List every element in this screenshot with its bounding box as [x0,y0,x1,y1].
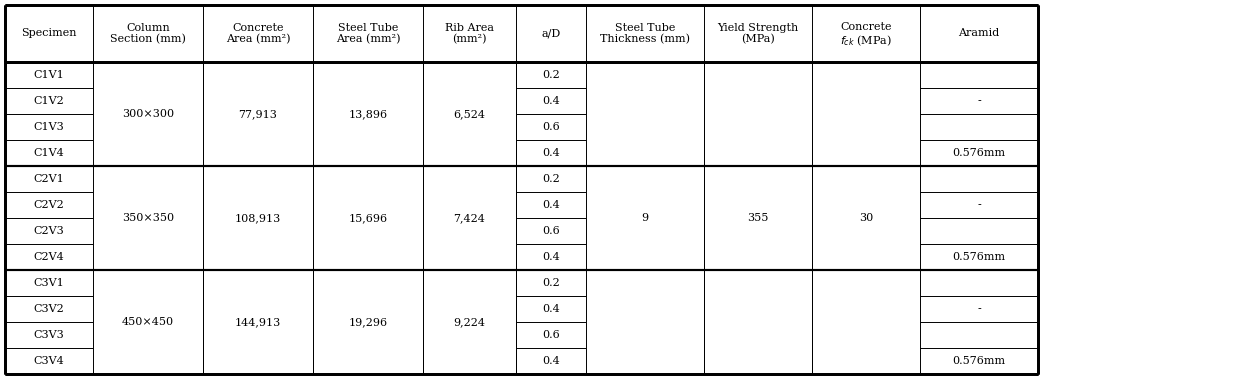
Text: 355: 355 [747,213,769,223]
Text: 6,524: 6,524 [454,109,485,119]
Text: 0.6: 0.6 [542,330,559,340]
Text: 0.2: 0.2 [542,278,559,288]
Text: $f_{ck}$ (MPa): $f_{ck}$ (MPa) [840,33,892,48]
Bar [586,62,704,374]
Text: -: - [976,96,980,106]
Bar [920,140,1038,166]
Text: C3V3: C3V3 [34,330,64,340]
Text: C2V1: C2V1 [34,174,64,184]
Text: 30: 30 [859,213,873,223]
Bar [203,62,312,166]
Text: 15,696: 15,696 [349,213,388,223]
Bar [423,270,517,374]
Text: a/D: a/D [542,29,561,38]
Bar [423,166,517,270]
Text: 0.4: 0.4 [542,148,559,158]
Bar [423,62,517,166]
Text: 0.576mm: 0.576mm [953,356,1005,366]
Text: 0.4: 0.4 [542,96,559,106]
Text: C1V3: C1V3 [34,122,64,132]
Text: C2V2: C2V2 [34,200,64,210]
Bar [920,192,1038,218]
Text: C3V2: C3V2 [34,304,64,314]
Text: 108,913: 108,913 [234,213,281,223]
Bar [312,166,423,270]
Text: C3V4: C3V4 [34,356,64,366]
Text: 0.4: 0.4 [542,356,559,366]
Text: 9,224: 9,224 [454,317,485,327]
Bar [811,62,920,374]
Bar [93,270,203,374]
Bar [203,270,312,374]
Text: 0.4: 0.4 [542,200,559,210]
Text: C1V1: C1V1 [34,70,64,80]
Text: 144,913: 144,913 [234,317,281,327]
Bar [920,348,1038,374]
Text: 19,296: 19,296 [349,317,388,327]
Text: C2V3: C2V3 [34,226,64,236]
Text: 0.576mm: 0.576mm [953,252,1005,262]
Text: 13,896: 13,896 [349,109,388,119]
Text: Aramid: Aramid [959,29,999,38]
Text: 9: 9 [641,213,649,223]
Text: 0.4: 0.4 [542,252,559,262]
Text: Steel Tube
Area (mm²): Steel Tube Area (mm²) [335,23,401,44]
Text: Concrete: Concrete [840,21,892,32]
Text: C1V4: C1V4 [34,148,64,158]
Text: Column
Section (mm): Column Section (mm) [110,23,186,44]
Text: C3V1: C3V1 [34,278,64,288]
Text: C1V2: C1V2 [34,96,64,106]
Bar [93,62,203,166]
Text: 77,913: 77,913 [238,109,277,119]
Text: -: - [976,200,980,210]
Text: 0.2: 0.2 [542,70,559,80]
Bar [203,166,312,270]
Text: 0.6: 0.6 [542,226,559,236]
Text: 350×350: 350×350 [122,213,174,223]
Text: Specimen: Specimen [21,29,77,38]
Text: 0.2: 0.2 [542,174,559,184]
Text: -: - [976,304,980,314]
Bar [920,244,1038,270]
Bar [920,88,1038,114]
Text: 300×300: 300×300 [122,109,174,119]
Text: 0.4: 0.4 [542,304,559,314]
Bar [920,296,1038,322]
Bar [312,270,423,374]
Text: 0.576mm: 0.576mm [953,148,1005,158]
Text: Steel Tube
Thickness (mm): Steel Tube Thickness (mm) [600,23,690,44]
Text: Concrete
Area (mm²): Concrete Area (mm²) [226,23,290,44]
Text: C2V4: C2V4 [34,252,64,262]
Text: Rib Area
(mm²): Rib Area (mm²) [445,23,494,44]
Bar [704,62,811,374]
Bar [93,166,203,270]
Bar [312,62,423,166]
Bar [920,62,1038,374]
Text: 0.6: 0.6 [542,122,559,132]
Text: Yield Strength
(MPa): Yield Strength (MPa) [717,23,799,44]
Text: 450×450: 450×450 [122,317,174,327]
Text: 7,424: 7,424 [454,213,485,223]
